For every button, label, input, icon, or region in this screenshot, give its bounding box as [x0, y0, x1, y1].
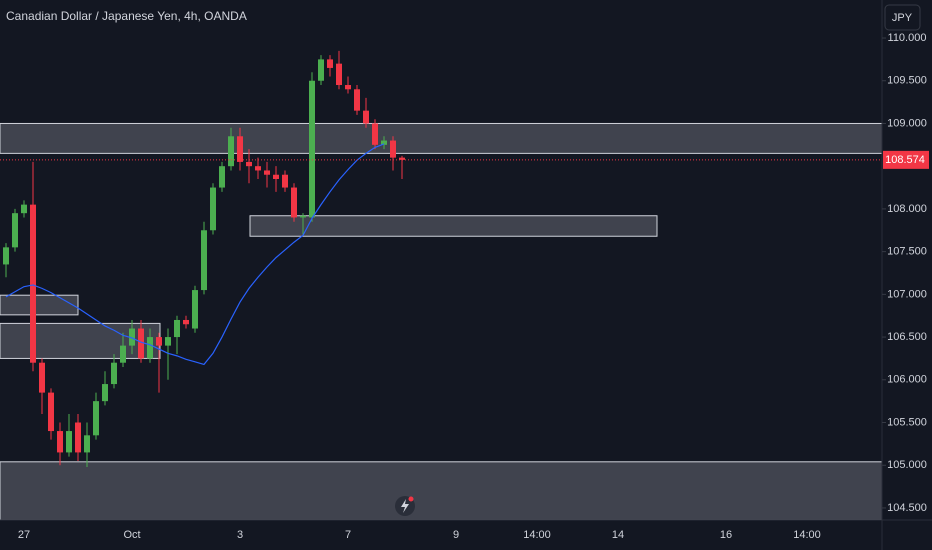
candle-body — [120, 345, 126, 363]
candle-body — [309, 80, 315, 218]
candle-body — [390, 140, 396, 158]
x-tick-label: 9 — [453, 529, 459, 541]
candle-body — [174, 319, 180, 338]
candle-body — [12, 213, 18, 248]
candle-body — [327, 59, 333, 68]
candle-body — [39, 362, 45, 393]
candle-body — [111, 362, 117, 385]
candle-body — [147, 337, 153, 359]
x-tick-label: 16 — [720, 529, 732, 541]
event-icon-dot — [408, 496, 414, 502]
y-tick-label: 105.000 — [887, 459, 927, 471]
y-tick-label: 107.500 — [887, 246, 927, 258]
candle-body — [363, 110, 369, 124]
candle-body — [219, 166, 225, 188]
x-tick-label: Oct — [123, 529, 140, 541]
x-tick-label: 14:00 — [793, 529, 821, 541]
candle-body — [228, 136, 234, 167]
candle-body — [399, 157, 405, 160]
candle-body — [66, 431, 72, 453]
x-tick-label: 7 — [345, 529, 351, 541]
candle-body — [210, 187, 216, 231]
candle-body — [75, 422, 81, 453]
candle-body — [246, 161, 252, 167]
y-tick-label: 104.500 — [887, 502, 927, 514]
candle-body — [165, 337, 171, 346]
plot-area — [0, 50, 883, 521]
last-price-label: 108.574 — [885, 154, 925, 166]
candle-body — [48, 392, 54, 432]
candle-body — [318, 59, 324, 81]
x-tick-label: 27 — [18, 529, 30, 541]
candle-body — [345, 85, 351, 90]
candle-body — [291, 187, 297, 218]
y-axis: 110.000 109.500 109.000 108.000 107.500 107.0… — [882, 32, 927, 514]
zone — [0, 461, 883, 521]
y-tick-label: 106.500 — [887, 331, 927, 343]
y-tick-label: 110.000 — [888, 32, 927, 44]
candle-body — [273, 174, 279, 180]
candle-body — [372, 123, 378, 145]
candle-body — [201, 230, 207, 291]
zone — [0, 322, 161, 359]
candle-body — [255, 166, 261, 171]
currency-button[interactable] — [884, 4, 921, 31]
candle-body — [300, 215, 306, 218]
candle-body — [156, 337, 162, 346]
y-tick-label: 106.000 — [887, 374, 927, 386]
candle-body — [93, 401, 99, 436]
zone — [0, 294, 79, 316]
candle-body — [192, 290, 198, 329]
x-tick-label: 14:00 — [523, 529, 551, 541]
chart-title: Canadian Dollar / Japanese Yen, 4h, OAND… — [6, 9, 247, 23]
candle-body — [129, 328, 135, 346]
candle-body — [264, 170, 270, 175]
candle-body — [102, 384, 108, 402]
candle-body — [3, 247, 9, 265]
x-tick-label: 14 — [612, 529, 624, 541]
y-tick-label: 109.500 — [887, 75, 927, 87]
candle-body — [282, 174, 288, 188]
y-tick-label: 109.000 — [887, 117, 927, 129]
candle-body — [354, 89, 360, 111]
currency-label[interactable]: JPY — [892, 12, 913, 24]
candle-body — [57, 431, 63, 453]
candle-body — [138, 328, 144, 359]
moving-average — [5, 143, 385, 366]
candle-body — [21, 204, 27, 214]
y-tick-label: 105.500 — [887, 416, 927, 428]
y-tick-label: 107.000 — [887, 288, 927, 300]
x-tick-label: 3 — [237, 529, 243, 541]
zone — [0, 122, 883, 154]
y-tick-label: 108.000 — [887, 203, 927, 215]
candle-body — [183, 319, 189, 325]
candle-body — [381, 140, 387, 145]
event-icon-glyph — [401, 499, 409, 513]
zone — [249, 215, 658, 237]
candle-body — [30, 204, 36, 363]
candle-body — [237, 136, 243, 162]
candle-body — [336, 63, 342, 86]
last-price-box — [883, 150, 929, 169]
candle-body — [84, 435, 90, 453]
